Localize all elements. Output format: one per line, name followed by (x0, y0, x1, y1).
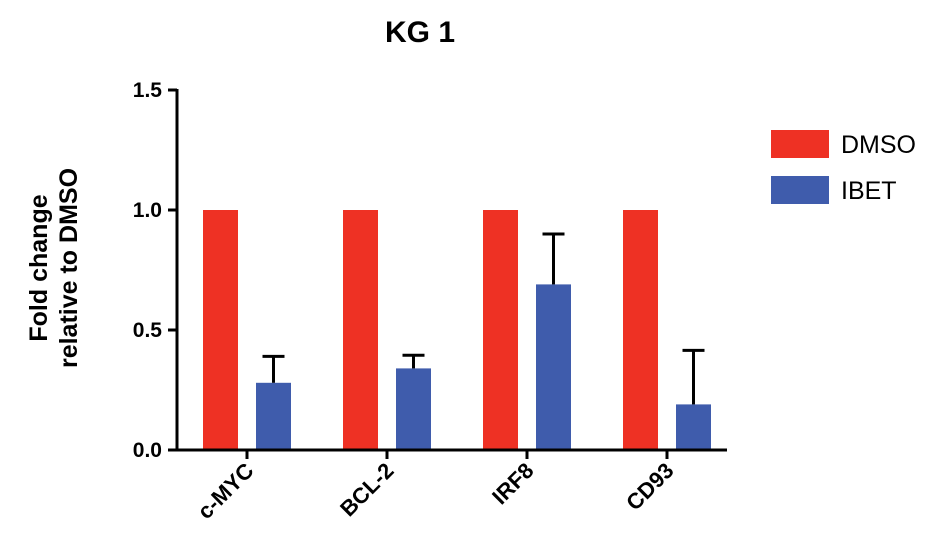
error-bar-ibet-bcl-2 (402, 353, 425, 369)
bar-dmso-cd93 (623, 210, 658, 450)
x-tick-label: BCL-2 (335, 458, 398, 521)
bar-ibet-c-myc (256, 382, 291, 450)
error-bar-ibet-cd93 (682, 348, 705, 405)
y-axis-label-line-1: Fold change (25, 194, 53, 341)
legend: DMSO IBET (771, 130, 916, 205)
bar-ibet-cd93 (676, 404, 711, 450)
x-tick-label: IRF8 (487, 458, 538, 509)
legend-swatch-dmso (771, 130, 829, 158)
y-axis-label-line-2: relative to DMSO (55, 168, 83, 368)
y-tick-label: 1.0 (133, 199, 162, 222)
x-tick-label: CD93 (621, 458, 678, 515)
bar-ibet-irf8 (536, 284, 571, 450)
chart-title: KG 1 (385, 16, 455, 49)
plot-area (203, 210, 711, 450)
y-tick-label: 0.0 (133, 439, 162, 462)
legend-label-ibet: IBET (841, 177, 897, 205)
bar-dmso-c-myc (203, 210, 238, 450)
bar-ibet-bcl-2 (396, 368, 431, 450)
y-tick-label: 0.5 (133, 319, 163, 342)
legend-label-dmso: DMSO (841, 131, 916, 159)
y-tick-label: 1.5 (133, 79, 163, 102)
x-tick-label: c-MYC (192, 458, 258, 524)
error-bar-ibet-irf8 (542, 232, 565, 285)
legend-swatch-ibet (771, 176, 829, 204)
y-axis-label: Fold change relative to DMSO (25, 168, 83, 368)
error-bar-ibet-c-myc (262, 354, 285, 383)
bar-dmso-irf8 (483, 210, 518, 450)
bar-dmso-bcl-2 (343, 210, 378, 450)
